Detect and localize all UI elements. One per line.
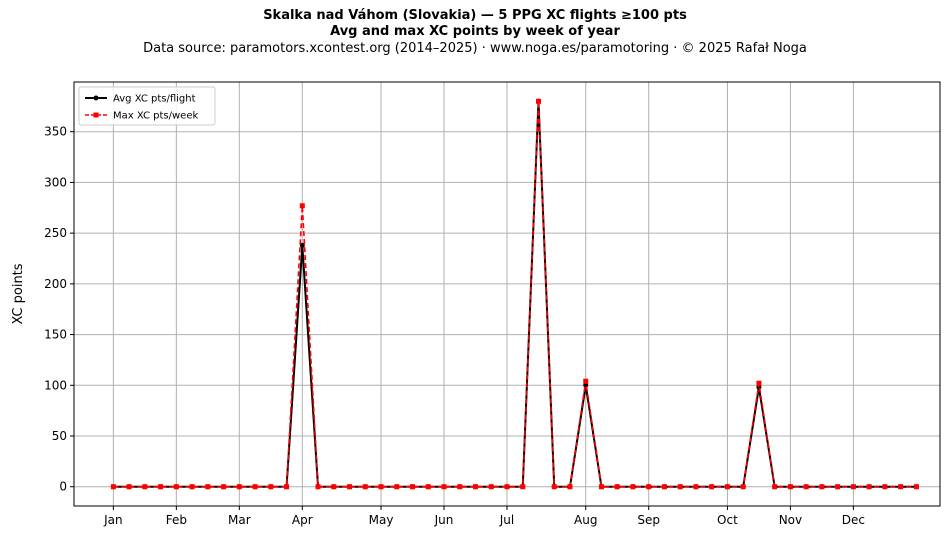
- series-2-point: [756, 380, 762, 386]
- series-2-point: [362, 484, 368, 490]
- series-2-point: [110, 484, 116, 490]
- series-2-point: [913, 484, 919, 490]
- series-2-point: [677, 484, 683, 490]
- series-2-point: [661, 484, 667, 490]
- x-tick-label: Oct: [717, 513, 738, 527]
- x-tick-label: Jan: [103, 513, 123, 527]
- x-tick-label: Sep: [637, 513, 660, 527]
- series-2-point: [299, 203, 305, 209]
- x-tick-label: May: [369, 513, 394, 527]
- series-2-point: [425, 484, 431, 490]
- x-tick-label: Feb: [166, 513, 187, 527]
- axes: Jan Feb Mar Apr May Jun Jul Aug Sep Oct Nov Dec 0 50 1…: [44, 125, 865, 527]
- series-2-point: [221, 484, 227, 490]
- series-2-point: [724, 484, 730, 490]
- chart-source: Data source: paramotors.xcontest.org (20…: [143, 41, 807, 56]
- legend: Avg XC pts/flight Max XC pts/week: [78, 86, 216, 126]
- y-tick-label: 250: [44, 226, 67, 240]
- y-tick-label: 300: [44, 175, 67, 189]
- series-layer: [110, 98, 919, 490]
- x-tick-label: Dec: [842, 513, 865, 527]
- legend-label: Max XC pts/week: [113, 111, 198, 122]
- series-2-point: [646, 484, 652, 490]
- series-2-point: [583, 378, 589, 384]
- series-2-point: [473, 484, 479, 490]
- series-2-point: [598, 484, 604, 490]
- chart-subtitle: Avg and max XC points by week of year: [330, 24, 620, 39]
- series-2-point: [252, 484, 258, 490]
- legend-swatch-marker: [93, 95, 99, 101]
- series-2-point: [268, 484, 274, 490]
- series-2-point: [520, 484, 526, 490]
- y-tick-label: 0: [59, 480, 67, 494]
- x-tick-label: Aug: [574, 513, 597, 527]
- grid: [74, 82, 940, 506]
- series-2-point: [803, 484, 809, 490]
- y-tick-label: 200: [44, 277, 67, 291]
- series-2-point: [850, 484, 856, 490]
- series-2-point: [772, 484, 778, 490]
- series-2-point: [331, 484, 337, 490]
- series-2-point: [189, 484, 195, 490]
- y-axis-label: XC points: [11, 263, 26, 324]
- series-2-point: [142, 484, 148, 490]
- series-2-point: [173, 484, 179, 490]
- y-tick-label: 350: [44, 125, 67, 139]
- series-2-point: [630, 484, 636, 490]
- y-tick-label: 150: [44, 328, 67, 342]
- series-2-point: [614, 484, 620, 490]
- legend-swatch-marker: [93, 112, 99, 118]
- series-2-point: [378, 484, 384, 490]
- series-2-point: [504, 484, 510, 490]
- series-2-point: [693, 484, 699, 490]
- series-2-point: [898, 484, 904, 490]
- series-2-point: [236, 484, 242, 490]
- series-2-point: [347, 484, 353, 490]
- x-tick-label: Jul: [499, 513, 514, 527]
- x-tick-label: Apr: [292, 513, 313, 527]
- series-2-point: [709, 484, 715, 490]
- x-tick-label: Nov: [779, 513, 802, 527]
- x-tick-label: Mar: [228, 513, 251, 527]
- series-2-point: [740, 484, 746, 490]
- series-2-point: [441, 484, 447, 490]
- series-2-point: [284, 484, 290, 490]
- series-2-point: [315, 484, 321, 490]
- series-2-point: [882, 484, 888, 490]
- series-2-point: [158, 484, 164, 490]
- series-2-point: [535, 98, 541, 104]
- chart-titles: Skalka nad Váhom (Slovakia) — 5 PPG XC f…: [0, 8, 950, 58]
- series-2-point: [835, 484, 841, 490]
- y-tick-label: 50: [52, 429, 67, 443]
- legend-box: [78, 86, 216, 126]
- x-tick-label: Jun: [434, 513, 454, 527]
- series-2-point: [567, 484, 573, 490]
- series-2-point: [126, 484, 132, 490]
- series-line-1: [113, 101, 917, 488]
- series-2-point: [866, 484, 872, 490]
- legend-label: Avg XC pts/flight: [113, 94, 196, 105]
- series-line-2: [113, 101, 917, 488]
- series-2-point: [410, 484, 416, 490]
- series-2-point: [457, 484, 463, 490]
- series-2-point: [394, 484, 400, 490]
- chart-title: Skalka nad Váhom (Slovakia) — 5 PPG XC f…: [263, 8, 687, 23]
- series-2-point: [551, 484, 557, 490]
- y-tick-label: 100: [44, 378, 67, 392]
- series-2-point: [819, 484, 825, 490]
- series-1-point: [299, 242, 305, 248]
- series-2-point: [787, 484, 793, 490]
- series-2-point: [205, 484, 211, 490]
- series-2-point: [488, 484, 494, 490]
